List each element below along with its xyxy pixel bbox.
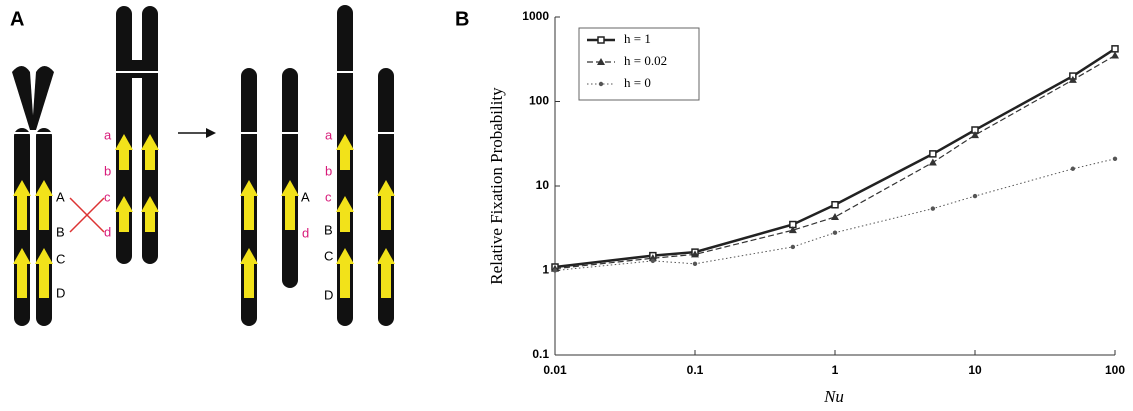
marker xyxy=(1068,75,1077,83)
x-tick-label: 0.01 xyxy=(543,363,567,377)
y-tick-label: 1 xyxy=(542,263,549,277)
marker xyxy=(788,226,797,234)
locus-label: D xyxy=(324,287,333,302)
gene-arrow xyxy=(240,248,258,298)
gene-arrow xyxy=(115,196,133,232)
gene-arrow xyxy=(336,248,354,298)
chromosome xyxy=(12,66,54,326)
gene-arrow xyxy=(141,196,159,232)
y-tick-label: 1000 xyxy=(522,9,549,23)
crossover xyxy=(69,197,105,233)
locus-label: B xyxy=(324,222,333,237)
gene-arrow xyxy=(35,248,53,298)
legend-marker xyxy=(597,58,605,65)
gene-arrow xyxy=(141,134,159,170)
legend-label: h = 0.02 xyxy=(624,53,667,68)
gene-arrow xyxy=(240,180,258,230)
marker xyxy=(971,131,979,139)
gene-arrow xyxy=(35,180,53,230)
gene-arrow xyxy=(336,134,354,170)
marker xyxy=(1112,156,1118,161)
marker xyxy=(928,158,937,166)
marker xyxy=(972,193,978,199)
locus-label: a xyxy=(325,127,333,142)
marker xyxy=(1111,51,1119,59)
x-tick-label: 1 xyxy=(832,363,839,377)
marker xyxy=(692,261,698,267)
locus-label: D xyxy=(56,285,65,300)
locus-label: c xyxy=(104,189,111,204)
gene-arrow xyxy=(377,248,395,298)
gene-arrow xyxy=(336,196,354,232)
marker xyxy=(790,244,796,250)
x-tick-label: 100 xyxy=(1105,363,1125,377)
marker xyxy=(648,254,657,262)
locus-label: A xyxy=(301,189,310,204)
marker xyxy=(650,258,656,264)
locus-label: d xyxy=(104,224,111,239)
marker xyxy=(929,150,937,158)
locus-label: C xyxy=(324,248,333,263)
marker xyxy=(832,230,838,235)
legend-marker xyxy=(597,36,605,44)
marker xyxy=(831,212,839,220)
marker xyxy=(1070,166,1076,171)
marker xyxy=(691,250,699,258)
transition-arrowhead xyxy=(206,128,216,138)
series-line xyxy=(554,54,1116,270)
chromosome xyxy=(114,6,160,264)
locus-label: a xyxy=(104,127,112,142)
y-axis-label: Relative Fixation Probability xyxy=(487,87,506,285)
y-tick-label: 100 xyxy=(529,94,549,108)
chromatid xyxy=(282,68,298,288)
y-tick-label: 0.1 xyxy=(532,347,549,361)
x-tick-label: 0.1 xyxy=(687,363,704,377)
marker xyxy=(831,200,839,209)
locus-label: b xyxy=(104,163,111,178)
gene-arrow xyxy=(377,180,395,230)
marker xyxy=(552,268,558,273)
y-tick-label: 10 xyxy=(536,178,550,192)
chromatid-arm xyxy=(32,66,54,130)
chromatid-set xyxy=(239,5,396,326)
locus-label: A xyxy=(56,189,65,204)
legend-marker xyxy=(598,81,604,87)
panel-label: B xyxy=(455,8,469,30)
panel-label: A xyxy=(10,8,24,30)
locus-label: C xyxy=(56,251,65,266)
gene-arrow xyxy=(13,180,31,230)
locus-label: c xyxy=(325,189,332,204)
chromatid-arm xyxy=(12,66,34,130)
legend-label: h = 0 xyxy=(624,75,651,90)
legend-label: h = 1 xyxy=(624,31,651,46)
marker xyxy=(930,206,936,211)
locus-label: B xyxy=(56,224,65,239)
panel-a: A A B C D a b xyxy=(10,5,396,326)
locus-label: d xyxy=(302,225,309,240)
gene-arrow xyxy=(115,134,133,170)
x-axis-label: Nu xyxy=(823,387,844,406)
gene-arrow xyxy=(281,180,299,230)
locus-label: b xyxy=(325,163,332,178)
x-tick-label: 10 xyxy=(968,363,982,377)
centromere-joint xyxy=(128,60,146,78)
gene-arrow xyxy=(13,248,31,298)
marker xyxy=(1111,45,1119,53)
